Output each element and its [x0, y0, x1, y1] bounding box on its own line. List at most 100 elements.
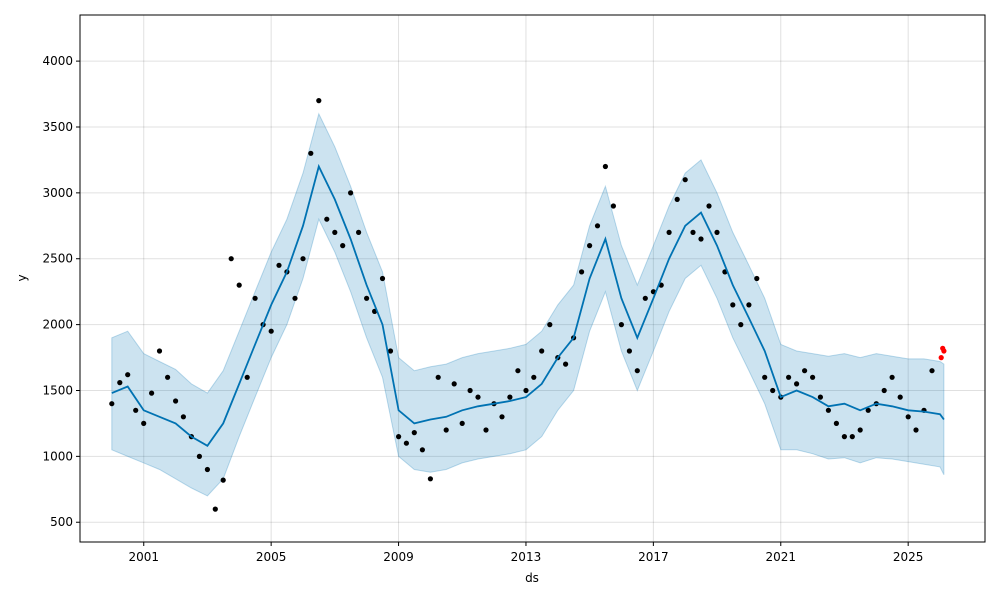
- observed-point: [499, 414, 505, 420]
- observed-point: [109, 401, 115, 407]
- observed-point: [825, 407, 832, 413]
- observed-point: [626, 348, 633, 354]
- x-tick-label: 2009: [383, 550, 414, 564]
- observed-point: [228, 256, 234, 262]
- observed-point: [602, 163, 609, 170]
- observed-point: [483, 427, 489, 433]
- observed-point: [435, 374, 441, 380]
- y-tick-label: 3500: [42, 120, 73, 134]
- observed-point: [714, 229, 720, 235]
- observed-point: [618, 322, 625, 328]
- observed-point: [817, 394, 824, 400]
- observed-point: [156, 348, 163, 354]
- x-tick-label: 2005: [256, 550, 287, 564]
- forecast-line-layer: [111, 163, 945, 447]
- observed-point: [682, 177, 688, 183]
- observed-point: [180, 414, 186, 420]
- observed-point: [419, 447, 425, 453]
- observed-point: [730, 302, 736, 308]
- observed-point: [849, 434, 855, 440]
- observed-point: [133, 407, 139, 413]
- x-tick-label: 2021: [765, 550, 796, 564]
- y-tick-label: 2000: [42, 318, 73, 332]
- observed-point: [276, 262, 282, 268]
- observed-point: [475, 394, 481, 400]
- y-tick-label: 4000: [42, 54, 73, 68]
- observed-point: [212, 506, 218, 512]
- observed-point: [244, 374, 250, 380]
- x-axis-label: ds: [525, 571, 539, 585]
- observed-point: [547, 322, 553, 328]
- observed-point: [833, 420, 840, 426]
- observed-point: [610, 203, 617, 209]
- observed-point: [666, 229, 672, 235]
- observed-point: [196, 453, 202, 459]
- observed-point: [810, 374, 816, 380]
- observed-point: [754, 275, 760, 282]
- observed-point: [268, 328, 274, 334]
- observed-point: [348, 190, 354, 196]
- x-tick-label: 2001: [128, 550, 159, 564]
- observed-point: [674, 196, 680, 202]
- observed-point: [841, 434, 848, 440]
- observed-point: [539, 348, 545, 354]
- observed-points-layer: [109, 98, 947, 512]
- observed-point: [332, 229, 338, 235]
- observed-point: [379, 275, 386, 282]
- observed-point: [865, 407, 871, 413]
- uncertainty-band-layer: [111, 112, 945, 497]
- observed-point: [427, 476, 433, 482]
- y-tick-label: 3000: [42, 186, 73, 200]
- observed-point: [396, 434, 402, 440]
- observed-point: [531, 374, 537, 380]
- y-axis-ticks: 500 1000 1500 2000 2500 3000 3500 4000: [42, 54, 80, 529]
- observed-point: [857, 427, 863, 433]
- observed-point: [411, 430, 417, 436]
- observed-point: [698, 236, 704, 242]
- observed-point: [802, 368, 808, 374]
- observed-point: [706, 203, 712, 209]
- observed-point: [913, 427, 919, 433]
- observed-point: [173, 398, 179, 404]
- observed-point: [905, 414, 911, 420]
- observed-point: [881, 387, 887, 394]
- x-tick-label: 2025: [893, 550, 924, 564]
- observed-point: [634, 368, 640, 374]
- observed-point: [292, 295, 298, 301]
- forecast-line: [111, 163, 945, 447]
- observed-point: [204, 466, 210, 473]
- observed-point: [252, 295, 258, 301]
- observed-point: [523, 387, 529, 394]
- observed-point: [300, 256, 306, 262]
- observed-point: [897, 394, 903, 400]
- observed-point: [507, 394, 513, 400]
- observed-point: [324, 216, 330, 222]
- observed-point: [356, 229, 362, 235]
- y-tick-label: 500: [50, 515, 73, 529]
- observed-point: [467, 387, 473, 394]
- y-axis-label: y: [15, 274, 29, 281]
- observed-point: [770, 387, 776, 394]
- observed-point: [738, 322, 744, 328]
- observed-point: [364, 295, 370, 301]
- observed-point: [165, 374, 171, 380]
- observed-point: [340, 243, 346, 249]
- observed-point: [387, 348, 394, 354]
- observed-point: [443, 427, 449, 433]
- observed-point: [594, 223, 601, 229]
- plot-frame: [79, 14, 986, 543]
- observed-point: [794, 381, 800, 387]
- observed-point: [125, 372, 131, 378]
- x-tick-label: 2017: [638, 550, 669, 564]
- y-tick-label: 1000: [42, 449, 73, 463]
- recent-observed-point: [941, 348, 947, 354]
- observed-point: [117, 380, 123, 386]
- observed-point: [889, 374, 895, 380]
- x-axis-ticks: 2001 2005 2009 2013 2017 2021 2025: [128, 542, 923, 564]
- x-tick-label: 2013: [511, 550, 542, 564]
- observed-point: [451, 381, 457, 387]
- uncertainty-band: [111, 112, 945, 497]
- observed-point: [149, 390, 155, 396]
- observed-point: [459, 420, 465, 426]
